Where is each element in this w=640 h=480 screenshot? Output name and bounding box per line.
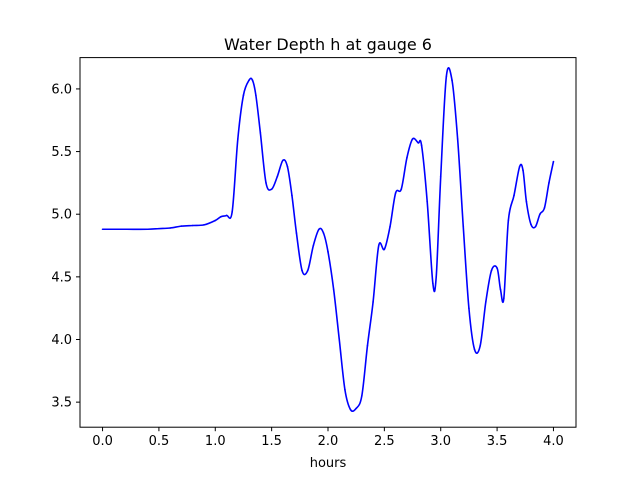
data-point — [242, 94, 245, 96]
data-point — [180, 225, 183, 227]
y-tick-label: 4.0 — [51, 333, 72, 348]
data-point — [332, 288, 335, 291]
data-point — [338, 338, 341, 341]
data-point — [525, 200, 528, 203]
x-tick-label: 0.0 — [92, 434, 113, 449]
y-tick-label: 4.5 — [51, 270, 72, 285]
data-point — [534, 225, 537, 228]
data-point — [432, 282, 434, 284]
data-point — [366, 344, 369, 347]
x-tick-label: 1.5 — [261, 434, 282, 449]
x-tick-label: 4.0 — [543, 434, 564, 449]
data-point — [255, 94, 257, 96]
data-point — [101, 228, 104, 231]
x-tick-label: 0.5 — [149, 434, 170, 449]
data-point — [394, 192, 397, 194]
data-point — [361, 395, 363, 397]
y-tick-label: 6.0 — [51, 82, 72, 97]
data-point — [372, 301, 374, 303]
data-point — [435, 276, 438, 278]
data-point — [270, 188, 273, 190]
x-tick-label: 2.5 — [374, 434, 395, 449]
data-point — [507, 219, 510, 222]
data-point — [496, 267, 498, 269]
data-point — [282, 159, 284, 162]
data-point — [468, 307, 470, 309]
y-tick-label: 5.5 — [51, 145, 72, 160]
data-point — [473, 348, 476, 351]
data-point — [146, 228, 149, 231]
data-point — [265, 182, 267, 184]
data-point — [411, 138, 414, 140]
data-point — [490, 269, 493, 272]
data-point — [355, 407, 357, 410]
data-point — [420, 144, 423, 147]
y-axis: 3.5 4.0 4.5 5.0 5.5 6.0 — [51, 82, 80, 411]
data-point — [306, 269, 309, 272]
data-point — [445, 75, 448, 78]
data-point — [485, 301, 487, 303]
x-axis-label: hours — [310, 456, 347, 471]
data-point — [548, 182, 550, 184]
data-point — [417, 142, 419, 144]
data-point — [389, 225, 391, 228]
data-point — [220, 215, 222, 218]
data-point — [400, 188, 403, 190]
series-line-0 — [102, 66, 555, 413]
data-point — [259, 131, 262, 134]
data-point — [158, 227, 160, 230]
data-point — [276, 175, 279, 178]
data-point — [349, 408, 352, 411]
data-point — [248, 79, 250, 81]
data-point — [426, 200, 429, 203]
data-point — [322, 232, 325, 234]
data-point — [543, 207, 546, 209]
data-point — [499, 288, 502, 291]
data-point — [286, 165, 289, 168]
data-point — [124, 228, 126, 231]
data-point — [451, 79, 453, 81]
y-tick-label: 5.0 — [51, 208, 72, 223]
data-point — [503, 297, 505, 299]
data-point — [327, 251, 329, 253]
x-tick-label: 1.0 — [205, 434, 226, 449]
data-point — [462, 225, 465, 228]
data-point — [344, 388, 346, 391]
data-point — [231, 210, 233, 213]
line-layer — [101, 66, 555, 413]
data-point — [237, 138, 239, 140]
data-point — [530, 223, 532, 226]
data-point — [203, 224, 205, 226]
data-point — [456, 138, 459, 140]
data-point — [552, 160, 555, 163]
data-point — [301, 269, 303, 272]
y-tick-label: 3.5 — [51, 396, 72, 411]
data-point — [522, 169, 524, 172]
data-point — [214, 219, 217, 222]
data-point — [295, 232, 298, 234]
data-point — [479, 344, 481, 347]
data-point — [318, 228, 320, 231]
data-point — [439, 175, 442, 178]
data-point — [406, 157, 408, 159]
data-point — [191, 224, 194, 227]
x-tick-label: 2.0 — [318, 434, 339, 449]
data-point — [312, 244, 315, 247]
data-point — [513, 194, 515, 197]
x-tick-label: 3.0 — [430, 434, 451, 449]
data-point — [377, 244, 380, 247]
data-point — [251, 79, 254, 81]
data-point — [518, 165, 521, 168]
data-point — [169, 227, 171, 229]
data-point — [539, 213, 541, 216]
x-tick-label: 3.5 — [487, 434, 508, 449]
chart-title: Water Depth h at gauge 6 — [224, 35, 432, 54]
data-point — [383, 248, 386, 251]
x-axis: 0.0 0.5 1.0 1.5 2.0 2.5 3.0 3.5 4.0 — [92, 427, 564, 449]
data-point — [225, 214, 228, 217]
data-point — [291, 194, 293, 197]
